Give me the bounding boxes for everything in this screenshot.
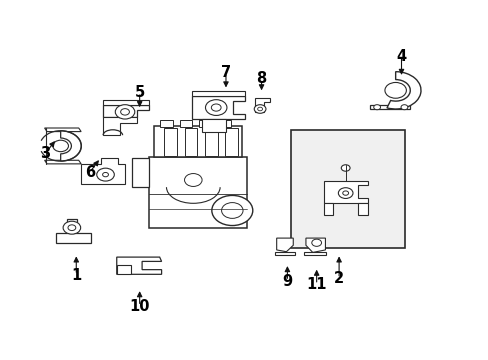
Circle shape <box>121 109 129 115</box>
Text: 1: 1 <box>71 267 81 283</box>
Polygon shape <box>103 105 149 117</box>
Polygon shape <box>275 252 294 255</box>
Circle shape <box>184 174 202 186</box>
Circle shape <box>53 140 68 152</box>
Polygon shape <box>323 180 367 203</box>
Polygon shape <box>44 128 81 132</box>
Circle shape <box>68 225 76 230</box>
Polygon shape <box>201 119 225 132</box>
Polygon shape <box>179 120 192 127</box>
Circle shape <box>257 107 262 111</box>
Text: 3: 3 <box>41 145 51 161</box>
Circle shape <box>221 203 243 219</box>
Polygon shape <box>149 157 246 228</box>
Text: 6: 6 <box>85 165 95 180</box>
Circle shape <box>211 195 252 226</box>
Polygon shape <box>163 128 176 156</box>
Polygon shape <box>132 158 149 187</box>
Bar <box>290 130 405 248</box>
Polygon shape <box>191 91 245 96</box>
Circle shape <box>341 165 349 171</box>
Polygon shape <box>204 128 217 156</box>
Polygon shape <box>369 105 409 109</box>
Polygon shape <box>199 120 211 127</box>
Polygon shape <box>103 100 149 105</box>
Wedge shape <box>386 72 420 109</box>
Polygon shape <box>218 120 231 127</box>
Circle shape <box>373 105 380 110</box>
Text: 2: 2 <box>333 271 344 286</box>
Text: 5: 5 <box>134 85 144 100</box>
Circle shape <box>115 105 135 119</box>
Circle shape <box>384 82 406 98</box>
Polygon shape <box>304 252 326 255</box>
Polygon shape <box>154 126 242 157</box>
Text: 7: 7 <box>221 65 230 80</box>
Circle shape <box>97 168 114 181</box>
Wedge shape <box>61 131 81 161</box>
Circle shape <box>254 105 265 113</box>
Polygon shape <box>323 203 333 215</box>
Polygon shape <box>160 120 172 127</box>
Polygon shape <box>184 128 197 156</box>
Circle shape <box>311 239 321 246</box>
Text: 4: 4 <box>396 49 406 64</box>
Polygon shape <box>81 158 125 184</box>
Polygon shape <box>191 96 245 119</box>
Circle shape <box>338 188 352 198</box>
Circle shape <box>205 100 226 116</box>
Text: 9: 9 <box>282 274 292 289</box>
Polygon shape <box>276 238 293 252</box>
Circle shape <box>211 104 221 111</box>
Circle shape <box>63 221 81 234</box>
Text: 8: 8 <box>256 71 266 86</box>
Polygon shape <box>255 98 269 112</box>
Circle shape <box>342 191 348 195</box>
Polygon shape <box>44 160 81 164</box>
Circle shape <box>102 172 108 177</box>
Polygon shape <box>56 233 91 243</box>
Polygon shape <box>225 128 238 156</box>
Polygon shape <box>305 238 325 252</box>
Polygon shape <box>357 203 367 215</box>
Polygon shape <box>103 117 137 135</box>
Text: 11: 11 <box>306 277 326 292</box>
Polygon shape <box>117 265 131 274</box>
Circle shape <box>400 105 407 110</box>
Polygon shape <box>67 220 77 234</box>
Polygon shape <box>117 257 161 274</box>
Text: 10: 10 <box>129 299 150 314</box>
